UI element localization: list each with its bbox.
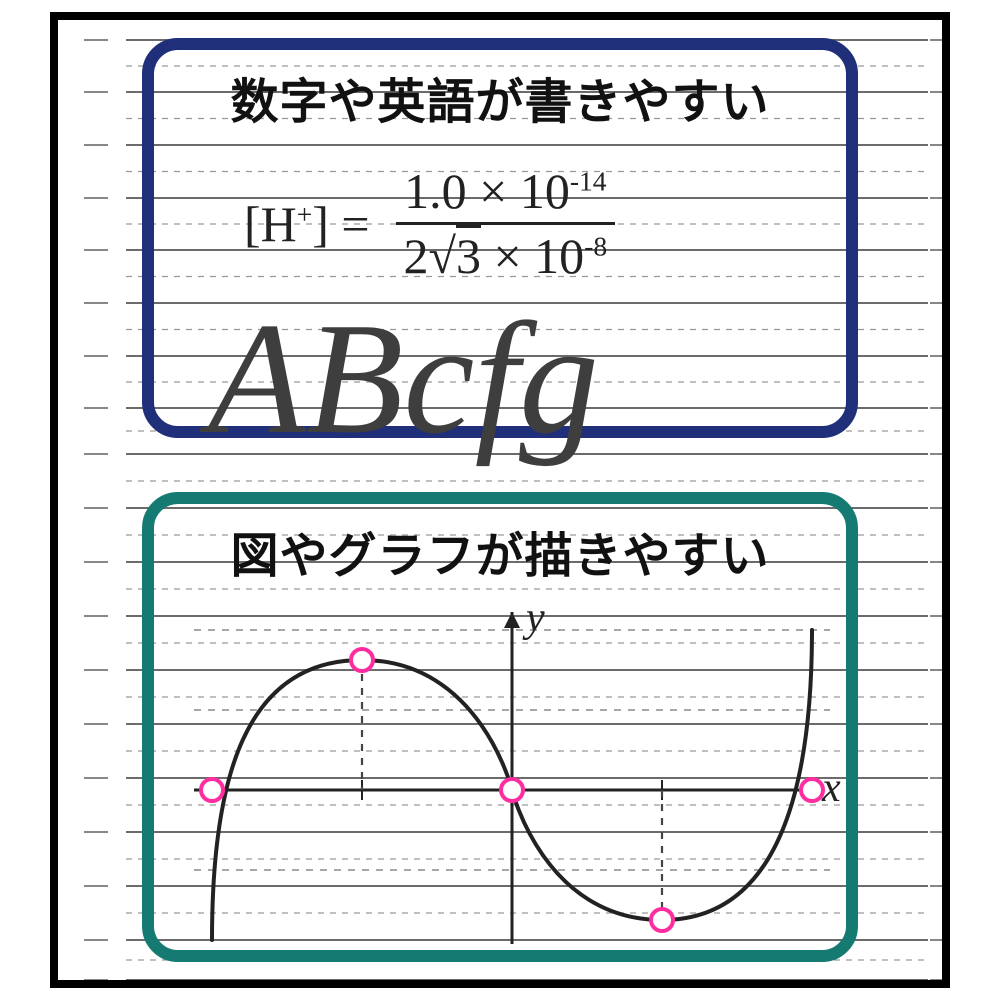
y-axis-label: y	[526, 594, 545, 642]
panel-bottom-title: 図やグラフが描きやすい	[154, 516, 846, 586]
page-frame: 数字や英語が書きやすい [H+] = 1.0 × 10-14 2√3 × 10-…	[50, 12, 950, 988]
function-graph	[184, 600, 840, 950]
panel-top-title: 数字や英語が書きやすい	[154, 62, 846, 132]
panel-numbers-english: 数字や英語が書きやすい [H+] = 1.0 × 10-14 2√3 × 10-…	[142, 38, 858, 438]
panel-graph: 図やグラフが描きやすい y x	[142, 492, 858, 962]
chemistry-formula: [H+] = 1.0 × 10-14 2√3 × 10-8	[244, 162, 615, 285]
sample-letters: ABcfg	[208, 286, 599, 471]
x-axis-label: x	[822, 764, 841, 812]
